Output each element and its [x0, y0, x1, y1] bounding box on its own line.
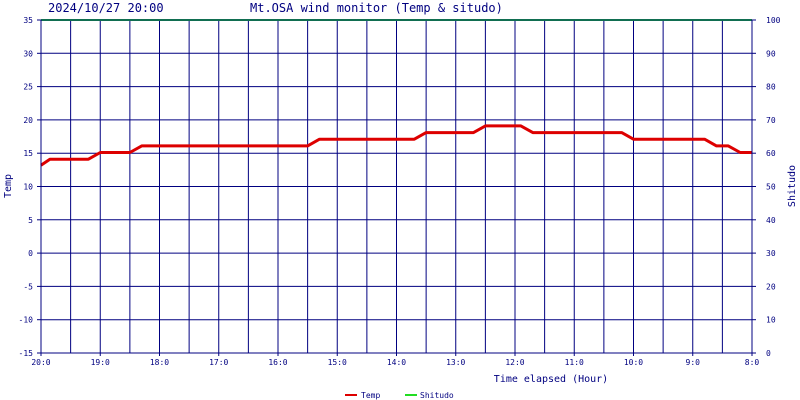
x-tick-label: 12:0 — [505, 358, 524, 367]
y-tick-label-left: 5 — [28, 216, 33, 225]
grid — [41, 20, 752, 353]
y-tick-label-right: 30 — [766, 249, 776, 258]
x-tick-label: 16:0 — [268, 358, 287, 367]
x-tick-label: 9:0 — [686, 358, 701, 367]
x-tick-label: 14:0 — [387, 358, 406, 367]
y-tick-label-right: 60 — [766, 149, 776, 158]
x-tick-label: 13:0 — [446, 358, 465, 367]
legend-label-temp: Temp — [361, 391, 380, 400]
y-tick-label-right: 70 — [766, 116, 776, 125]
x-tick-label: 18:0 — [150, 358, 169, 367]
y-tick-label-left: -15 — [19, 349, 34, 358]
x-tick-label: 17:0 — [209, 358, 228, 367]
y-tick-label-left: 30 — [23, 49, 33, 58]
y-tick-label-left: 35 — [23, 16, 33, 25]
y-tick-label-left: -5 — [23, 282, 33, 291]
series-line-temp — [40, 124, 752, 167]
y-axis-label-right: Shitudo — [787, 165, 798, 207]
x-tick-label: 8:0 — [745, 358, 760, 367]
x-tick-label: 10:0 — [624, 358, 643, 367]
x-tick-label: 19:0 — [91, 358, 110, 367]
x-axis-label: Time elapsed (Hour) — [494, 374, 608, 385]
timestamp: 2024/10/27 20:00 — [48, 1, 164, 15]
y-tick-label-right: 100 — [766, 16, 781, 25]
y-tick-label-right: 50 — [766, 183, 776, 192]
y-tick-label-right: 0 — [766, 349, 771, 358]
x-tick-label: 15:0 — [328, 358, 347, 367]
y-tick-label-left: 15 — [23, 149, 33, 158]
legend-label-shitudo: Shitudo — [420, 391, 454, 400]
x-tick-label: 11:0 — [565, 358, 584, 367]
chart-title: Mt.OSA wind monitor (Temp & situdo) — [250, 1, 503, 15]
y-tick-label-left: 25 — [23, 83, 33, 92]
x-tick-label: 20:0 — [31, 358, 50, 367]
ticks-layer: -15 -10 -5 0 5 10 15 20 25 30 35 0 10 20 30 40 50 60 70 80 9… — [19, 16, 781, 367]
y-tick-label-right: 80 — [766, 83, 776, 92]
y-tick-label-right: 20 — [766, 282, 776, 291]
y-tick-label-left: 0 — [28, 249, 33, 258]
y-axis-label-left: Temp — [3, 174, 14, 198]
y-tick-label-right: 40 — [766, 216, 776, 225]
y-tick-label-left: 10 — [23, 183, 33, 192]
legend: Temp Shitudo — [345, 391, 454, 400]
y-tick-label-right: 10 — [766, 316, 776, 325]
y-tick-label-left: -10 — [19, 316, 34, 325]
y-tick-label-right: 90 — [766, 49, 776, 58]
y-tick-label-left: 20 — [23, 116, 33, 125]
